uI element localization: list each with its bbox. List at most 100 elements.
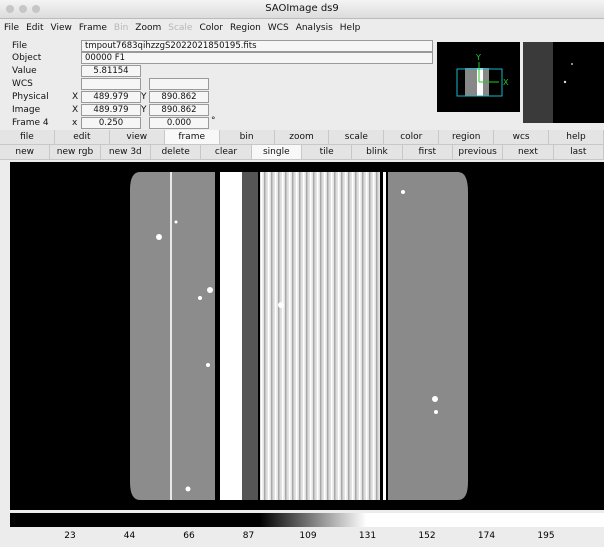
label: Value xyxy=(12,66,37,76)
menu-item[interactable]: Edit xyxy=(26,23,43,33)
label: Object xyxy=(12,53,41,63)
physical-x-field: 489.979 xyxy=(81,91,141,103)
toolbar-button[interactable]: scale xyxy=(329,130,384,145)
ccd-region xyxy=(388,172,468,500)
colorbar-tick-label: 44 xyxy=(124,531,136,541)
colorbar-tick-label: 87 xyxy=(243,531,254,541)
colorbar-tick-label: 66 xyxy=(183,531,195,541)
menu-bar: File Edit View Frame Bin Zoom Scale Color Region… xyxy=(0,19,604,36)
info-panel: File tmpout7683qihzzgS2022021850195.fits… xyxy=(0,38,434,128)
ds9-window: SAOImage ds9 File Edit View Frame Bin Zoom Sca… xyxy=(0,0,604,547)
label: x xyxy=(72,118,77,128)
menu-item[interactable]: Zoom xyxy=(135,23,161,33)
star xyxy=(156,234,162,240)
frame-button[interactable]: single xyxy=(252,145,302,160)
column xyxy=(170,172,172,500)
toolbar-button[interactable]: color xyxy=(384,130,439,145)
title-bar: SAOImage ds9 xyxy=(0,0,604,19)
star xyxy=(278,302,284,308)
toolbar-button[interactable]: edit xyxy=(55,130,110,145)
frame-button[interactable]: last xyxy=(554,145,604,160)
star xyxy=(198,296,202,300)
close-button[interactable] xyxy=(6,5,14,13)
colorbar-tick-label: 195 xyxy=(537,531,554,541)
minimize-button[interactable] xyxy=(19,5,27,13)
label: WCS xyxy=(12,79,33,89)
colorbar-tick-label: 131 xyxy=(359,531,376,541)
star xyxy=(186,487,191,492)
ccd-region xyxy=(130,172,215,500)
window-title: SAOImage ds9 xyxy=(265,3,339,14)
label: Frame 4 xyxy=(12,118,49,128)
label: Y xyxy=(141,105,147,115)
menu-item[interactable]: Analysis xyxy=(296,23,333,33)
frame-button[interactable]: first xyxy=(403,145,453,160)
image-x-field: 489.979 xyxy=(81,104,141,116)
maximize-button[interactable] xyxy=(32,5,40,13)
menu-item[interactable]: Help xyxy=(340,23,361,33)
toolbar-button[interactable]: region xyxy=(439,130,494,145)
menu-item[interactable]: Scale xyxy=(168,23,192,33)
star xyxy=(434,410,438,414)
menu-item[interactable]: File xyxy=(4,23,19,33)
toolbar-button[interactable]: bin xyxy=(220,130,275,145)
label: Image xyxy=(12,105,40,115)
label: X xyxy=(72,92,78,102)
panner: X Y xyxy=(437,42,520,112)
ccd-region xyxy=(260,172,380,500)
menu-item[interactable]: WCS xyxy=(268,23,289,33)
zoom-field: 0.250 xyxy=(81,117,141,129)
wcs-field xyxy=(81,78,141,90)
frame-button[interactable]: previous xyxy=(453,145,503,160)
wcs-field xyxy=(149,78,209,90)
frame-button[interactable]: clear xyxy=(201,145,251,160)
menu-item[interactable]: Region xyxy=(230,23,261,33)
toolbar-button[interactable]: file xyxy=(0,130,55,145)
frame-button[interactable]: delete xyxy=(151,145,201,160)
toolbar-button[interactable]: help xyxy=(549,130,604,145)
star xyxy=(207,287,213,293)
frame-button[interactable]: new rgb xyxy=(50,145,100,160)
image-y-field: 890.862 xyxy=(149,104,209,116)
ccd-region xyxy=(242,172,258,500)
colorbar-tick-label: 174 xyxy=(478,531,495,541)
toolbar-button[interactable]: view xyxy=(110,130,165,145)
magnifier xyxy=(523,42,604,123)
value-field: 5.81154 xyxy=(81,65,141,77)
physical-y-field: 890.862 xyxy=(149,91,209,103)
saturated-strip xyxy=(220,172,242,500)
toolbar-button[interactable]: zoom xyxy=(275,130,330,145)
column xyxy=(383,172,386,500)
menu-item[interactable]: Frame xyxy=(79,23,107,33)
label: X xyxy=(72,105,78,115)
label: ° xyxy=(211,116,216,126)
colorbar-tick-label: 152 xyxy=(418,531,435,541)
colorbar-ticks: 23446687109131152174195 xyxy=(64,531,554,541)
star xyxy=(175,221,178,224)
compass-label: Y xyxy=(475,53,481,62)
frame-button[interactable]: new 3d xyxy=(101,145,151,160)
star xyxy=(401,190,405,194)
angle-field: 0.000 xyxy=(149,117,209,129)
star xyxy=(564,81,566,83)
frame-button[interactable]: tile xyxy=(302,145,352,160)
magnifier-image xyxy=(523,42,553,123)
label: File xyxy=(12,41,27,51)
label: Y xyxy=(141,92,147,102)
colorbar-tick-label: 109 xyxy=(299,531,316,541)
toolbar-button[interactable]: frame xyxy=(165,130,220,145)
toolbar-button[interactable]: wcs xyxy=(494,130,549,145)
frame-button[interactable]: next xyxy=(503,145,553,160)
menu-item[interactable]: Color xyxy=(199,23,223,33)
colorbar xyxy=(10,513,604,527)
file-field: tmpout7683qihzzgS2022021850195.fits xyxy=(81,40,433,52)
label: Physical xyxy=(12,92,49,102)
frame-button[interactable]: new xyxy=(0,145,50,160)
menu-item[interactable]: View xyxy=(51,23,72,33)
star xyxy=(206,363,210,367)
menu-item[interactable]: Bin xyxy=(114,23,128,33)
frame-button[interactable]: blink xyxy=(352,145,402,160)
